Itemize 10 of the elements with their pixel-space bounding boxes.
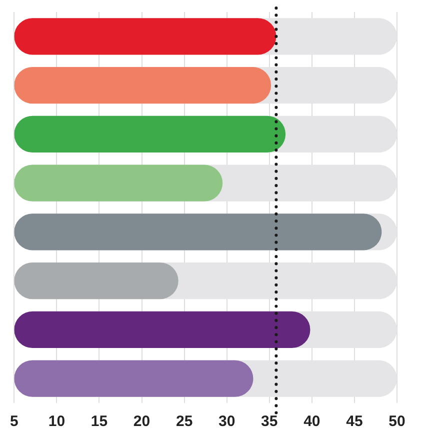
x-tick-label: 45: [346, 413, 363, 430]
x-tick-label: 25: [176, 413, 193, 430]
x-tick-label: 50: [388, 413, 406, 430]
x-tick-label: 15: [90, 413, 108, 430]
x-tick-label: 40: [304, 413, 320, 430]
x-tick-label: 35: [261, 413, 278, 430]
x-tick-label: 20: [133, 413, 150, 430]
x-tick-label: 10: [48, 413, 66, 430]
x-tick-label: 5: [10, 413, 18, 430]
x-tick-label: 30: [218, 413, 236, 430]
